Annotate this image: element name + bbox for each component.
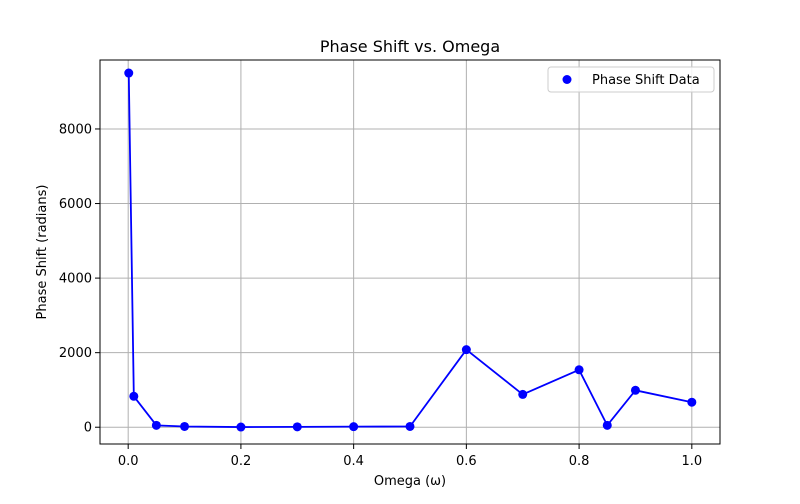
legend-box <box>547 66 715 93</box>
data-point <box>518 389 528 399</box>
y-tick-label: 0 <box>84 421 92 436</box>
y-axis-label: Phase Shift (radians) <box>35 185 50 320</box>
axis-ticks: 0.0 0.2 0.4 0.6 0.8 1.0 0 2000 4000 6000 8000 <box>59 122 702 469</box>
grid-lines <box>100 60 720 444</box>
data-point <box>405 421 415 431</box>
chart-legend: Phase Shift Data <box>547 66 715 93</box>
data-point <box>461 345 471 355</box>
legend-label-phase-shift-data: Phase Shift Data <box>592 73 700 88</box>
x-tick-label: 1.0 <box>681 454 702 469</box>
x-tick-label: 0.2 <box>231 454 252 469</box>
x-axis-label: Omega (ω) <box>374 474 446 489</box>
data-point <box>687 397 697 407</box>
legend-marker-phase-shift-data <box>562 75 572 84</box>
x-tick-label: 0.6 <box>456 454 477 469</box>
chart-title: Phase Shift vs. Omega <box>320 37 500 56</box>
plot-area-frame <box>99 59 721 445</box>
x-tick-label: 0.8 <box>569 454 590 469</box>
data-point <box>292 422 302 432</box>
x-tick-label: 0.4 <box>343 454 364 469</box>
series-line <box>127 73 693 428</box>
y-tick-label: 6000 <box>59 197 92 212</box>
y-tick-label: 4000 <box>59 272 92 287</box>
data-point <box>129 391 139 401</box>
y-tick-label: 8000 <box>59 122 92 137</box>
data-point <box>180 421 190 431</box>
data-point <box>124 68 134 78</box>
data-point <box>236 422 246 432</box>
data-point <box>574 365 584 375</box>
data-point <box>151 420 161 430</box>
y-tick-label: 2000 <box>59 346 92 361</box>
data-point <box>602 420 612 430</box>
x-tick-label: 0.0 <box>118 454 139 469</box>
data-series <box>124 68 697 432</box>
data-point <box>630 385 640 395</box>
data-point <box>349 422 359 432</box>
